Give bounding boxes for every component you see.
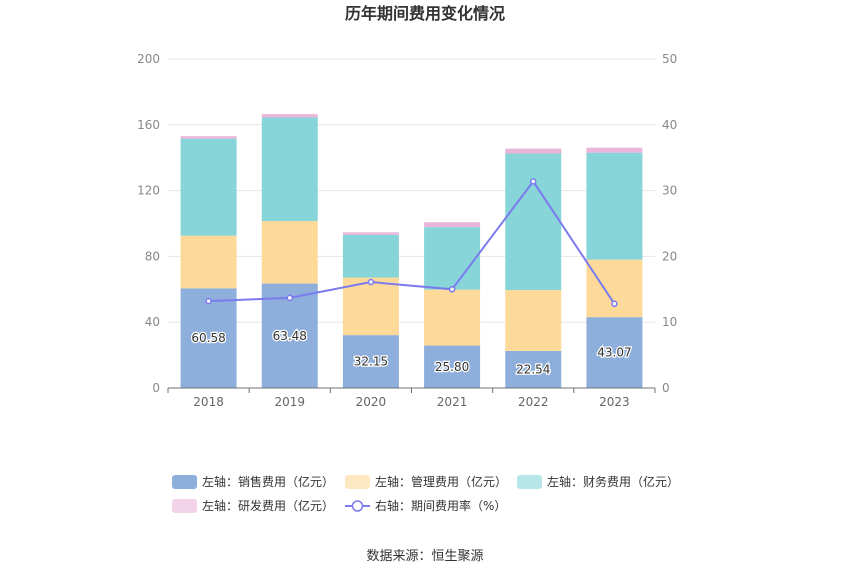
x-axis: 2018 2019 2020 2021 2022 2023 — [167, 387, 656, 409]
line-point — [286, 294, 293, 302]
bar-3 — [505, 153, 562, 291]
bar-1 — [505, 350, 562, 388]
left-tick-label: 40 — [145, 315, 160, 329]
right-tick-label: 20 — [662, 249, 677, 263]
bar-1 — [586, 317, 643, 388]
x-tick-label: 2018 — [193, 395, 224, 409]
right-tick-label: 30 — [662, 184, 677, 198]
line-point — [530, 178, 537, 185]
left-y-axis: 0 40 80 120 160 200 — [137, 52, 160, 395]
bar-4 — [424, 222, 481, 228]
bar-4 — [342, 232, 399, 235]
legend-swatch — [172, 475, 197, 489]
bar-1 — [424, 345, 481, 388]
right-tick-label: 0 — [662, 381, 670, 395]
line-point — [611, 300, 618, 308]
x-tick-label: 2019 — [274, 395, 305, 409]
line-point — [367, 278, 375, 286]
line-point — [205, 297, 212, 305]
left-tick-label: 200 — [137, 52, 160, 66]
bar-data-label: 60.58 — [191, 331, 225, 345]
x-tick-label: 2022 — [518, 395, 549, 409]
line-point — [448, 286, 456, 293]
legend-label: 左轴：研发费用（亿元） — [202, 498, 334, 513]
right-tick-label: 50 — [662, 52, 677, 66]
bar-4 — [505, 148, 562, 154]
left-tick-label: 120 — [137, 184, 160, 198]
bar-2 — [261, 221, 318, 284]
right-tick-label: 40 — [662, 118, 677, 132]
left-tick-label: 80 — [145, 249, 160, 263]
bar-data-label: 25.80 — [435, 360, 469, 374]
right-y-axis: 0 10 20 30 40 50 — [662, 52, 677, 395]
legend-label: 左轴：管理费用（亿元） — [375, 474, 507, 489]
right-tick-label: 10 — [662, 315, 677, 329]
legend-swatch — [345, 475, 370, 489]
legend-label: 左轴：销售费用（亿元） — [202, 474, 334, 489]
data-source-note: 数据来源：恒生聚源 — [366, 549, 484, 564]
bar-2 — [586, 259, 643, 318]
left-tick-label: 0 — [152, 381, 160, 395]
bar-series — [180, 114, 643, 388]
bar-3 — [342, 234, 399, 278]
legend-label: 左轴：财务费用（亿元） — [547, 474, 679, 489]
line-series — [205, 178, 618, 308]
gridlines — [168, 58, 655, 323]
bar-2 — [180, 235, 237, 289]
bar-3 — [261, 117, 318, 222]
left-tick-label: 160 — [137, 118, 160, 132]
bar-data-label: 43.07 — [597, 346, 631, 360]
bar-data-label: 63.48 — [273, 329, 307, 343]
x-tick-label: 2020 — [356, 395, 387, 409]
bar-4 — [586, 147, 643, 153]
bar-2 — [424, 289, 481, 346]
bar-2 — [505, 290, 562, 351]
bar-2 — [342, 277, 399, 336]
bar-1 — [342, 335, 399, 388]
bar-3 — [180, 138, 237, 236]
bar-data-label: 32.15 — [354, 355, 388, 369]
chart-title: 历年期间费用变化情况 — [345, 4, 505, 23]
data-labels: 60.58 63.48 32.15 25.80 22.54 43.07 — [190, 328, 633, 378]
legend[interactable]: 左轴：销售费用（亿元） 左轴：管理费用（亿元） 左轴：财务费用（亿元） 左轴：研发费用… — [172, 474, 679, 513]
bar-4 — [180, 136, 237, 139]
bar-3 — [586, 152, 643, 260]
bar-1 — [180, 288, 237, 388]
x-tick-label: 2021 — [437, 395, 468, 409]
bar-data-label: 22.54 — [516, 362, 550, 376]
x-tick-label: 2023 — [599, 395, 630, 409]
legend-swatch — [172, 499, 197, 513]
legend-marker-icon — [351, 500, 364, 512]
legend-swatch — [517, 475, 542, 489]
bar-4 — [261, 114, 318, 118]
line-path — [208, 179, 616, 305]
bar-3 — [424, 227, 481, 290]
legend-label: 右轴：期间费用率（%） — [375, 498, 506, 513]
